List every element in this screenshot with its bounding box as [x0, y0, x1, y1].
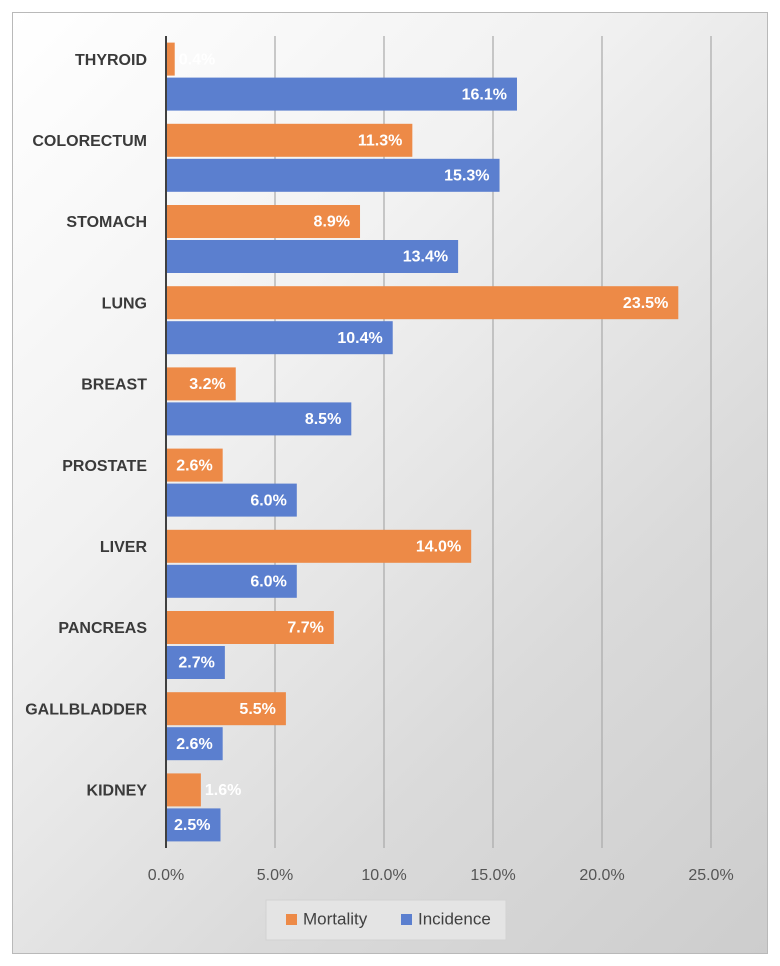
incidence-value-label-thyroid: 16.1%	[462, 86, 507, 103]
incidence-bar-lung	[166, 321, 393, 355]
incidence-bar-liver	[166, 564, 297, 598]
mortality-value-label-colorectum: 11.3%	[358, 133, 402, 150]
category-label-gallbladder: GALLBLADDER	[25, 701, 147, 718]
mortality-bar-lung	[166, 286, 679, 320]
mortality-value-label-liver: 14.0%	[416, 539, 461, 556]
incidence-value-label-liver: 6.0%	[250, 574, 286, 591]
mortality-bar-prostate	[166, 448, 223, 482]
legend-box	[265, 899, 507, 941]
legend-swatch-mortality	[286, 914, 297, 925]
category-label-pancreas: PANCREAS	[58, 620, 147, 637]
category-label-kidney: KIDNEY	[87, 783, 148, 800]
legend-label-incidence: Incidence	[418, 909, 491, 928]
x-tick-label: 25.0%	[688, 867, 733, 884]
incidence-bar-colorectum	[166, 158, 500, 192]
incidence-value-label-colorectum: 15.3%	[444, 168, 489, 185]
mortality-value-label-lung: 23.5%	[623, 295, 668, 312]
incidence-value-label-lung: 10.4%	[337, 330, 382, 347]
incidence-bar-breast	[166, 402, 352, 436]
legend-label-mortality: Mortality	[303, 909, 368, 928]
category-label-breast: BREAST	[81, 377, 147, 394]
mortality-bar-pancreas	[166, 611, 334, 644]
mortality-value-label-stomach: 8.9%	[314, 214, 350, 231]
mortality-bar-kidney	[166, 773, 201, 807]
legend: Mortality Incidence	[265, 899, 507, 941]
x-tick-label: 20.0%	[579, 867, 624, 884]
x-tick-label: 10.0%	[361, 867, 406, 884]
mortality-value-label-thyroid: 0.4%	[179, 51, 215, 68]
mortality-bar-stomach	[166, 205, 361, 238]
category-label-thyroid: THYROID	[75, 52, 147, 69]
mortality-bar-liver	[166, 529, 472, 563]
x-tick-label: 5.0%	[257, 867, 293, 884]
x-tick-label: 0.0%	[148, 867, 184, 884]
category-label-prostate: PROSTATE	[62, 458, 147, 475]
incidence-bar-pancreas	[166, 646, 225, 679]
mortality-value-label-gallbladder: 5.5%	[239, 701, 275, 718]
incidence-bar-kidney	[166, 808, 221, 842]
incidence-bar-prostate	[166, 483, 297, 517]
category-label-lung: LUNG	[102, 295, 147, 312]
incidence-bar-gallbladder	[166, 727, 223, 761]
mortality-value-label-prostate: 2.6%	[176, 457, 212, 474]
legend-swatch-incidence	[401, 914, 412, 925]
incidence-value-label-pancreas: 2.7%	[178, 655, 214, 672]
category-label-colorectum: COLORECTUM	[32, 133, 147, 150]
incidence-value-label-breast: 8.5%	[305, 411, 341, 428]
incidence-value-label-gallbladder: 2.6%	[176, 736, 212, 753]
incidence-value-label-kidney: 2.5%	[174, 817, 210, 834]
mortality-bar-breast	[166, 367, 236, 401]
x-tick-label: 15.0%	[470, 867, 515, 884]
mortality-value-label-pancreas: 7.7%	[287, 620, 323, 637]
incidence-bar-thyroid	[166, 77, 517, 111]
mortality-bar-colorectum	[166, 123, 413, 157]
mortality-value-label-breast: 3.2%	[189, 376, 225, 393]
incidence-value-label-prostate: 6.0%	[250, 492, 286, 509]
mortality-bar-thyroid	[166, 42, 175, 76]
category-label-stomach: STOMACH	[66, 214, 147, 231]
category-label-liver: LIVER	[100, 539, 148, 556]
mortality-bar-gallbladder	[166, 692, 286, 726]
mortality-value-label-kidney: 1.6%	[205, 782, 241, 799]
incidence-bar-stomach	[166, 240, 459, 273]
incidence-value-label-stomach: 13.4%	[403, 249, 448, 266]
